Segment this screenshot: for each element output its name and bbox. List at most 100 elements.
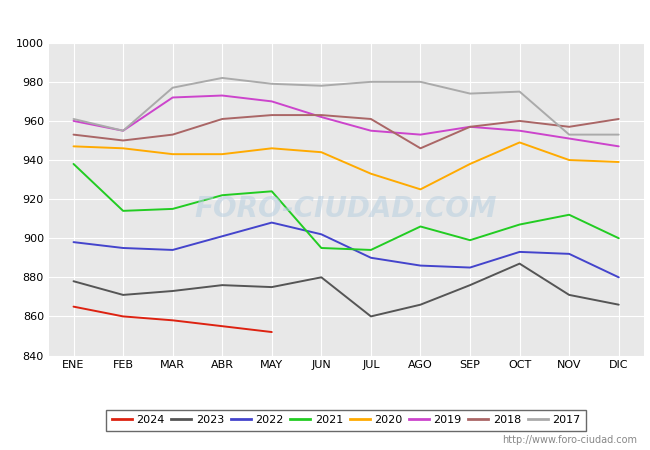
- 2020: [169, 152, 177, 157]
- 2021: [218, 193, 226, 198]
- 2021: [417, 224, 424, 229]
- 2020: [515, 140, 523, 145]
- 2017: [515, 89, 523, 94]
- 2018: [317, 112, 325, 118]
- 2022: [169, 247, 177, 252]
- 2017: [417, 79, 424, 85]
- 2018: [218, 116, 226, 122]
- 2018: [367, 116, 375, 122]
- 2023: [169, 288, 177, 294]
- 2019: [417, 132, 424, 137]
- 2020: [367, 171, 375, 176]
- 2022: [268, 220, 276, 225]
- 2019: [119, 128, 127, 133]
- 2021: [119, 208, 127, 214]
- 2020: [615, 159, 623, 165]
- 2024: [268, 329, 276, 335]
- 2020: [317, 149, 325, 155]
- 2019: [268, 99, 276, 104]
- 2023: [367, 314, 375, 319]
- 2018: [515, 118, 523, 124]
- Line: 2021: 2021: [73, 164, 619, 250]
- 2022: [417, 263, 424, 268]
- 2023: [317, 274, 325, 280]
- 2023: [466, 283, 474, 288]
- 2022: [119, 245, 127, 251]
- 2018: [417, 146, 424, 151]
- 2018: [615, 116, 623, 122]
- 2017: [566, 132, 573, 137]
- Line: 2020: 2020: [73, 143, 619, 189]
- 2020: [417, 187, 424, 192]
- 2024: [218, 324, 226, 329]
- Line: 2023: 2023: [73, 264, 619, 316]
- 2021: [268, 189, 276, 194]
- 2022: [367, 255, 375, 261]
- 2021: [566, 212, 573, 217]
- 2019: [566, 136, 573, 141]
- 2018: [169, 132, 177, 137]
- 2022: [615, 274, 623, 280]
- 2017: [615, 132, 623, 137]
- Line: 2022: 2022: [73, 223, 619, 277]
- 2021: [466, 238, 474, 243]
- 2023: [268, 284, 276, 290]
- Line: 2017: 2017: [73, 78, 619, 135]
- 2023: [119, 292, 127, 297]
- 2017: [466, 91, 474, 96]
- 2018: [466, 124, 474, 130]
- 2019: [466, 124, 474, 130]
- 2020: [268, 146, 276, 151]
- Line: 2019: 2019: [73, 95, 619, 146]
- 2022: [566, 251, 573, 256]
- 2022: [515, 249, 523, 255]
- 2023: [218, 283, 226, 288]
- 2021: [70, 161, 77, 166]
- 2020: [466, 161, 474, 166]
- 2020: [119, 146, 127, 151]
- 2017: [169, 85, 177, 90]
- 2024: [70, 304, 77, 309]
- 2023: [515, 261, 523, 266]
- 2023: [615, 302, 623, 307]
- 2018: [268, 112, 276, 118]
- 2017: [119, 128, 127, 133]
- Legend: 2024, 2023, 2022, 2021, 2020, 2019, 2018, 2017: 2024, 2023, 2022, 2021, 2020, 2019, 2018…: [107, 410, 586, 431]
- 2018: [566, 124, 573, 130]
- 2023: [566, 292, 573, 297]
- 2019: [515, 128, 523, 133]
- 2019: [367, 128, 375, 133]
- 2018: [119, 138, 127, 143]
- 2021: [615, 235, 623, 241]
- 2020: [566, 158, 573, 163]
- 2020: [70, 144, 77, 149]
- 2019: [218, 93, 226, 98]
- Line: 2018: 2018: [73, 115, 619, 148]
- 2020: [218, 152, 226, 157]
- 2019: [615, 144, 623, 149]
- 2024: [169, 318, 177, 323]
- 2023: [417, 302, 424, 307]
- Text: http://www.foro-ciudad.com: http://www.foro-ciudad.com: [502, 435, 637, 445]
- 2021: [367, 247, 375, 252]
- 2022: [317, 232, 325, 237]
- 2021: [515, 222, 523, 227]
- Text: Afiliados en A Pastoriza a 31/5/2024: Afiliados en A Pastoriza a 31/5/2024: [176, 9, 474, 27]
- 2017: [317, 83, 325, 89]
- 2019: [169, 95, 177, 100]
- Line: 2024: 2024: [73, 306, 272, 332]
- 2022: [70, 239, 77, 245]
- 2022: [218, 234, 226, 239]
- 2019: [317, 114, 325, 120]
- 2024: [119, 314, 127, 319]
- 2021: [317, 245, 325, 251]
- 2019: [70, 118, 77, 124]
- 2022: [466, 265, 474, 270]
- 2023: [70, 279, 77, 284]
- Text: FORO-CIUDAD.COM: FORO-CIUDAD.COM: [195, 194, 497, 222]
- 2017: [70, 116, 77, 122]
- 2018: [70, 132, 77, 137]
- 2017: [367, 79, 375, 85]
- 2017: [218, 75, 226, 81]
- 2021: [169, 206, 177, 211]
